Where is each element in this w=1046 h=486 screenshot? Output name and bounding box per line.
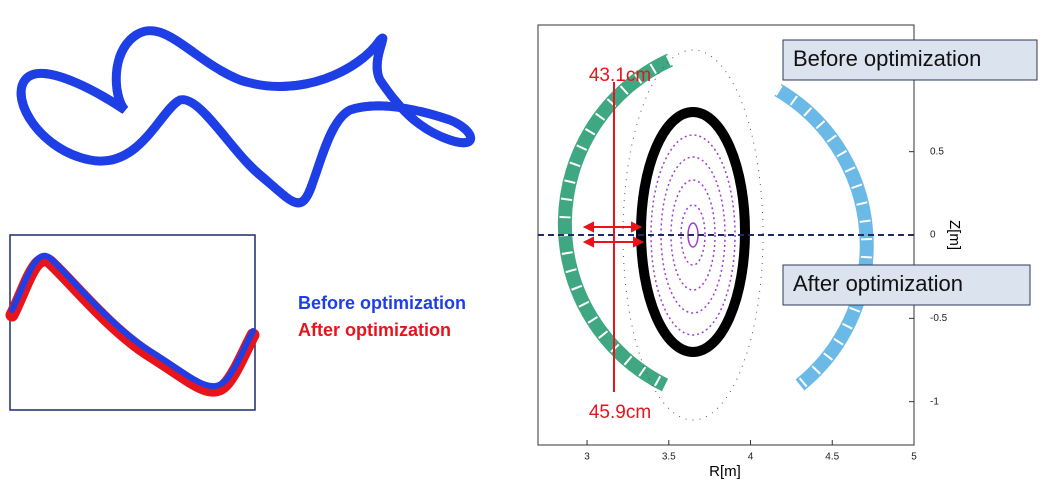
y-tick-label: -1 [930, 396, 939, 407]
coil-legend: Before optimization After optimization [298, 293, 466, 340]
annotation: 43.1cm [589, 65, 651, 86]
annotation: Before optimization [793, 46, 981, 71]
figure: Before optimization After optimization 3 3… [0, 0, 1046, 486]
coil-rendering [21, 31, 471, 203]
y-tick-label: 0 [930, 230, 936, 241]
x-tick-label: 3.5 [662, 452, 676, 463]
x-tick-label: 4 [748, 452, 754, 463]
legend-label: After optimization [298, 320, 451, 340]
plot-frame [538, 25, 914, 445]
x-tick-label: 4.5 [825, 452, 839, 463]
y-tick-label: -0.5 [930, 313, 948, 324]
y-axis-label: Z[m] [946, 220, 963, 250]
x-tick-label: 5 [911, 452, 917, 463]
x-axis-label: R[m] [709, 463, 741, 480]
y-tick-label: 0.5 [930, 146, 944, 157]
x-tick-label: 3 [584, 452, 590, 463]
legend-label: Before optimization [298, 293, 466, 313]
annotation: 45.9cm [589, 402, 651, 423]
annotation: After optimization [793, 271, 963, 296]
